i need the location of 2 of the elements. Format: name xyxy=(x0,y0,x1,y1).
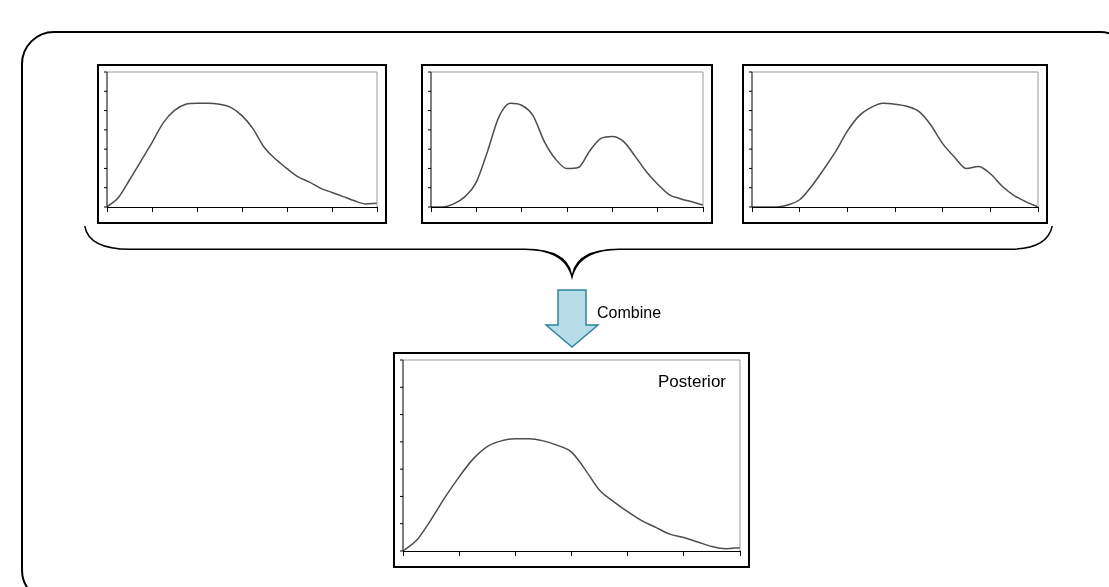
chart-title: Posterior xyxy=(657,372,726,392)
text: Combine xyxy=(597,304,662,322)
